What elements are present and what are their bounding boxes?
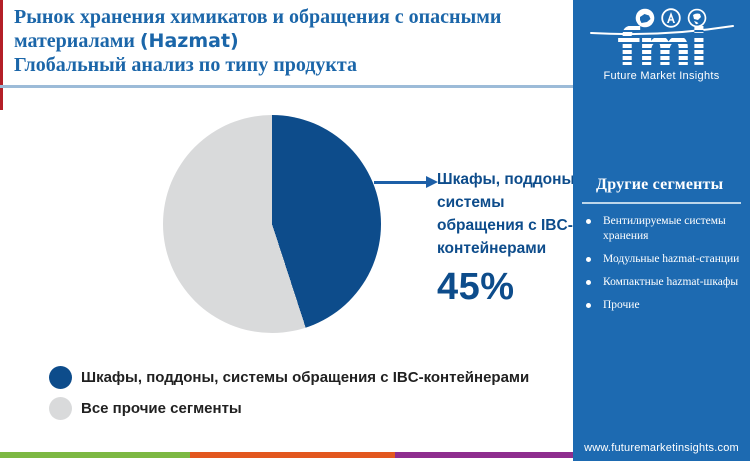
other-segments-underline: [582, 202, 741, 204]
list-item: Прочие: [586, 298, 742, 313]
callout-label: Шкафы, поддоны, системы обращения с IBC-…: [437, 171, 580, 257]
map-icon: [635, 8, 654, 28]
footer-stripe-green: [0, 452, 190, 458]
page-title: Рынок хранения химикатов и обращения с о…: [14, 5, 570, 77]
title-line-3: Глобальный анализ по типу продукта: [14, 54, 357, 76]
logo-icons-row: [591, 8, 750, 28]
footer-stripe-purple: [395, 452, 573, 458]
left-red-accent: [0, 0, 3, 110]
website-url-link[interactable]: www.futuremarketinsights.com: [584, 442, 739, 454]
list-item: Компактные hazmat-шкафы: [586, 275, 742, 290]
legend-item-others: Все прочие сегменты: [49, 397, 529, 420]
other-segments-panel: Другие сегменты Вентилируемые системы хр…: [573, 176, 750, 321]
legend-swatch-blue: [49, 366, 72, 389]
other-segments-list: Вентилируемые системы хранения Модульные…: [573, 214, 750, 313]
legend-label: Все прочие сегменты: [81, 400, 242, 417]
title-line-2-prefix: материалами: [14, 30, 140, 52]
title-hazmat-word: (Hazmat): [139, 30, 239, 52]
list-item: Вентилируемые системы хранения: [586, 214, 742, 244]
callout-arrow: [374, 181, 427, 184]
callout-value: 45%: [437, 266, 515, 308]
title-line-2: материалами (Hazmat): [14, 29, 570, 53]
title-line-1: Рынок хранения химикатов и обращения с о…: [14, 6, 502, 28]
sidebar: fmi Future Market Insights Другие сегмен…: [573, 0, 750, 461]
legend-item-cabinets: Шкафы, поддоны, системы обращения с IBC-…: [49, 366, 529, 389]
legend-swatch-gray: [49, 397, 72, 420]
pie-chart: [163, 115, 381, 333]
globe-icon: [687, 8, 706, 28]
logo-swoosh-icon: [589, 25, 734, 36]
fmi-logo: fmi Future Market Insights: [573, 8, 750, 82]
callout-arrow-head-icon: [426, 176, 438, 188]
logo-tagline: Future Market Insights: [603, 70, 720, 82]
chart-legend: Шкафы, поддоны, системы обращения с IBC-…: [49, 366, 529, 420]
legend-label: Шкафы, поддоны, системы обращения с IBC-…: [81, 369, 530, 386]
pen-icon: [660, 8, 681, 28]
list-item: Модульные hazmat-станции: [586, 252, 742, 267]
pie-callout: Шкафы, поддоны, системы обращения с IBC-…: [437, 168, 584, 309]
footer-stripe-orange: [190, 452, 395, 458]
header-divider: [0, 85, 573, 88]
logo-brand-text: fmi: [617, 18, 708, 78]
other-segments-heading: Другие сегменты: [596, 176, 724, 193]
